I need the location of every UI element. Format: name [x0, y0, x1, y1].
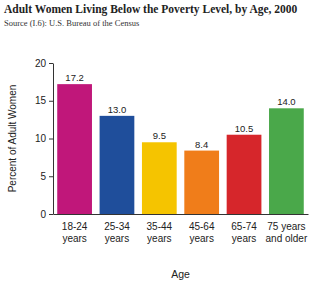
y-tick-mark — [49, 139, 53, 140]
x-tick: 35-44years — [147, 221, 173, 244]
y-tick-label: 15 — [35, 95, 47, 106]
y-tick-mark — [49, 63, 53, 64]
x-tick: 75 yearsand older — [266, 221, 308, 244]
subtitle: Source (I.6): U.S. Bureau of the Census — [4, 18, 139, 28]
bar — [184, 151, 219, 214]
y-tick-mark — [49, 101, 53, 102]
bar — [57, 84, 92, 214]
y-tick: 20 — [35, 58, 53, 69]
x-axis: 18-24years 25-34years 35-44years 45-64years… — [54, 215, 309, 244]
bar — [269, 108, 304, 214]
x-tick: 65-74years — [231, 221, 257, 244]
data-label: 13.0 — [108, 104, 127, 115]
bar — [227, 135, 262, 214]
y-tick: 5 — [40, 171, 53, 182]
y-tick-label: 20 — [35, 58, 47, 69]
data-label: 8.4 — [195, 139, 208, 150]
bar — [100, 116, 135, 214]
chart: Adult Women Living Below the Poverty Lev… — [0, 0, 315, 292]
y-axis-title: Percent of Adult Women — [7, 85, 18, 193]
data-labels: 17.2 13.0 9.5 8.4 10.5 14.0 — [65, 72, 295, 149]
x-tick-label: 25-34years — [104, 221, 130, 244]
y-tick: 10 — [35, 133, 53, 144]
y-tick-mark — [49, 176, 53, 177]
x-tick-label: 75 yearsand older — [266, 221, 308, 244]
bars — [57, 84, 304, 214]
data-label: 9.5 — [153, 130, 166, 141]
data-label: 14.0 — [277, 96, 296, 107]
y-tick-label: 5 — [40, 171, 46, 182]
y-axis: 0 5 10 15 20 — [35, 58, 54, 220]
x-tick: 45-64years — [189, 221, 215, 244]
x-axis-line — [54, 214, 309, 215]
x-axis-title: Age — [171, 268, 190, 280]
bar — [142, 142, 177, 214]
x-tick-label: 45-64years — [189, 221, 215, 244]
data-label: 10.5 — [235, 123, 254, 134]
y-axis-line — [53, 64, 54, 215]
y-tick-mark — [49, 214, 53, 215]
data-label: 17.2 — [65, 72, 84, 83]
x-tick-label: 65-74years — [231, 221, 257, 244]
x-tick-label: 18-24years — [62, 221, 88, 244]
y-tick: 0 — [40, 209, 53, 220]
title: Adult Women Living Below the Poverty Lev… — [4, 3, 298, 16]
x-tick: 25-34years — [104, 221, 130, 244]
x-tick: 18-24years — [62, 221, 88, 244]
x-tick-label: 35-44years — [147, 221, 173, 244]
y-tick-label: 10 — [35, 133, 47, 144]
y-tick-label: 0 — [40, 209, 46, 220]
y-tick: 15 — [35, 95, 53, 106]
